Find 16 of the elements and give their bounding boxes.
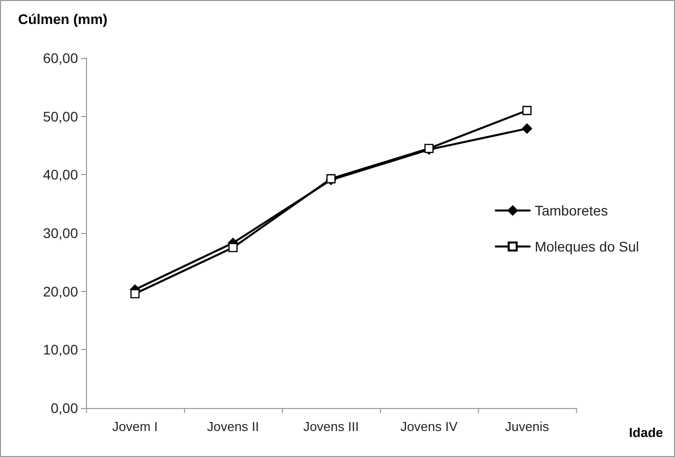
y-tick-label: 50,00 bbox=[42, 108, 78, 124]
x-tick-label: Juvenis bbox=[504, 419, 550, 434]
x-tick-label: Jovem I bbox=[112, 419, 158, 434]
y-axis-title: Cúlmen (mm) bbox=[18, 11, 108, 27]
x-axis-title: Idade bbox=[629, 425, 664, 440]
y-tick-label: 40,00 bbox=[42, 166, 78, 183]
legend-label: Tamboretes bbox=[534, 202, 608, 218]
y-tick-label: 0,00 bbox=[50, 400, 78, 416]
y-tick-label: 60,00 bbox=[42, 50, 78, 66]
x-tick-label: Jovens III bbox=[303, 419, 359, 434]
x-tick-label: Jovens II bbox=[206, 419, 260, 434]
y-tick-label: 20,00 bbox=[42, 283, 78, 300]
y-tick-label: 30,00 bbox=[42, 225, 78, 241]
y-tick-label: 10,00 bbox=[42, 342, 78, 358]
legend-label: Moleques do Sul bbox=[534, 238, 640, 254]
x-tick-label: Jovens IV bbox=[400, 419, 458, 434]
